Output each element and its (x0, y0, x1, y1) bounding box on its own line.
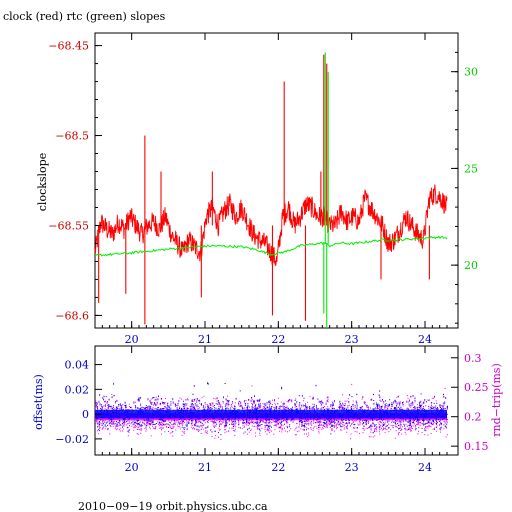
top-axes-layer: −68.45 −68.5 −68.55 −68.6 20 25 30 20 21 22 23 24 (48, 32, 478, 346)
bottom-left-tick-label: 0.04 (65, 359, 90, 372)
bottom-left-tick-label: −0.02 (55, 433, 89, 446)
footer-date-host: 2010−09−19 orbit.physics.ubc.ca (78, 500, 268, 512)
bottom-right-tick-label: 0.2 (464, 411, 482, 424)
bottom-right-y-axis-label: rnd−trip(ms) (490, 363, 503, 437)
bottom-right-tick-label: 0.3 (464, 352, 482, 365)
series-line-rtc (94, 235, 448, 257)
scatter-core-offset (95, 409, 447, 419)
top-right-tick-label: 20 (464, 259, 478, 272)
bottom-plot-frame (94, 345, 459, 456)
bottom-axes-layer: 0.04 0.02 0 −0.02 0.3 0.25 0.2 0.15 20 21 22 23 24 (55, 346, 489, 474)
bottom-x-tick-label: 22 (271, 461, 285, 474)
top-left-tick-label: −68.55 (48, 219, 89, 232)
bottom-left-tick-label: 0 (82, 408, 89, 421)
top-x-tick-label: 20 (125, 333, 139, 346)
bottom-x-tick-label: 21 (198, 461, 212, 474)
bottom-series-layer (95, 382, 448, 440)
top-left-tick-label: −68.6 (55, 309, 89, 322)
chart-title: clock (red) rtc (green) slopes (3, 10, 166, 23)
top-right-tick-label: 30 (464, 66, 478, 79)
bottom-x-tick-label: 20 (125, 461, 139, 474)
top-x-tick-label: 24 (418, 333, 432, 346)
series-line-clock (94, 184, 448, 267)
bottom-x-tick-label: 23 (345, 461, 359, 474)
top-x-tick-label: 23 (345, 333, 359, 346)
top-left-tick-label: −68.5 (55, 130, 89, 143)
bottom-right-tick-label: 0.25 (464, 381, 489, 394)
top-x-tick-label: 22 (271, 333, 285, 346)
clock-rtc-panel: −68.45 −68.5 −68.55 −68.6 20 25 30 20 21 22 23 24 c… (36, 32, 478, 346)
bottom-right-tick-label: 0.15 (464, 440, 489, 453)
top-y-axis-label: clockslope (36, 153, 49, 211)
bottom-left-tick-label: 0.02 (65, 383, 90, 396)
top-right-tick-label: 25 (464, 162, 478, 175)
bottom-x-tick-label: 24 (418, 461, 432, 474)
top-series-layer (94, 52, 448, 328)
top-x-tick-label: 21 (198, 333, 212, 346)
offset-roundtrip-panel: 0.04 0.02 0 −0.02 0.3 0.25 0.2 0.15 20 21 22 23 24 o… (32, 345, 503, 474)
bottom-y-axis-label: offset(ms) (32, 374, 45, 430)
top-left-tick-label: −68.45 (48, 40, 89, 53)
top-plot-frame (94, 32, 459, 329)
